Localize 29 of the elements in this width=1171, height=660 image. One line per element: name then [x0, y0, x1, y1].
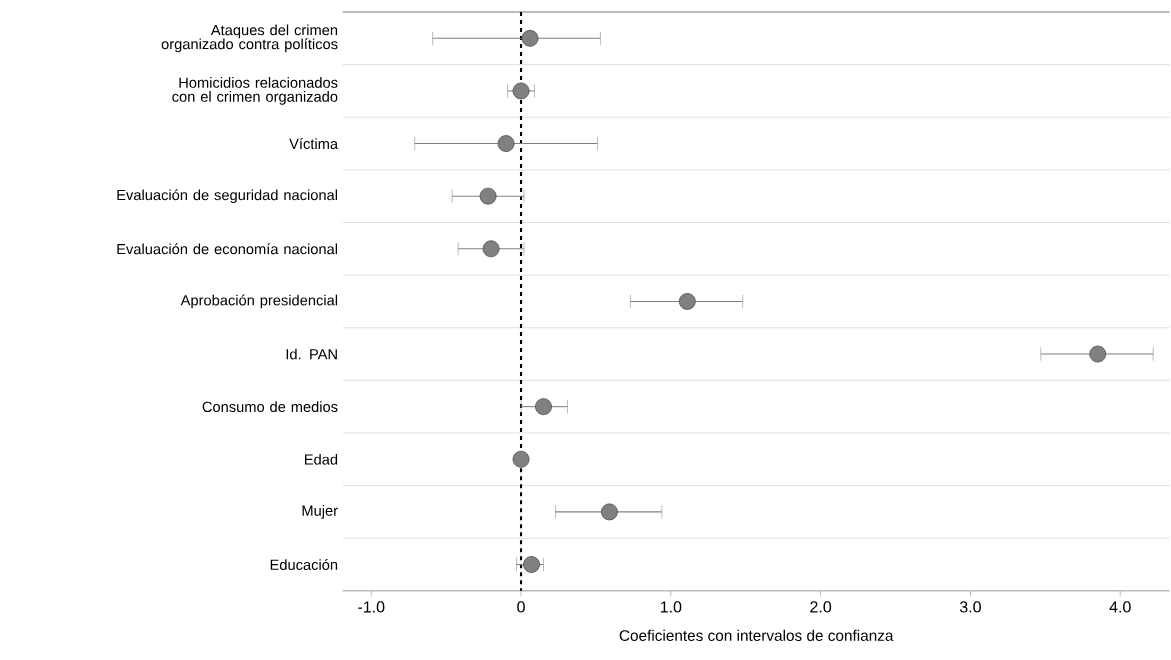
x-tick-label: 3.0 — [959, 601, 981, 613]
x-tick-label: 0 — [517, 601, 525, 613]
point — [512, 450, 530, 468]
point — [601, 503, 618, 521]
y-tick-label: Edad — [305, 453, 338, 465]
y-tick-label: Evaluación de seguridad nacional — [117, 189, 338, 204]
y-tick-label: Ataques del crimen organizado contra políticos — [161, 24, 338, 53]
y-tick-label: Id. PAN — [286, 348, 337, 360]
x-tick-label: -1.0 — [358, 601, 385, 613]
point — [497, 135, 515, 152]
point — [512, 82, 530, 100]
x-tick-label: 1.0 — [660, 601, 682, 613]
x-tick-label: 4.0 — [1109, 601, 1131, 613]
point — [521, 29, 539, 47]
x-tick-label: 2.0 — [810, 601, 832, 613]
x-axis-title: Coeficientes con intervalos de confianza — [619, 629, 894, 641]
point — [523, 556, 540, 573]
point — [535, 398, 552, 415]
point — [1089, 345, 1107, 363]
point — [678, 292, 696, 310]
y-tick-label: Mujer — [302, 504, 338, 519]
y-tick-label: Víctima — [289, 138, 339, 149]
y-tick-label: Evaluación de economía nacional — [117, 243, 338, 255]
point — [479, 187, 497, 205]
y-tick-label: Consumo de medios — [202, 401, 338, 412]
y-tick-label: Homicidios relacionados con el crimen organizado — [172, 77, 338, 105]
y-tick-label: Aprobación presidencial — [180, 294, 338, 309]
point — [482, 240, 500, 258]
y-tick-label: Educación — [270, 558, 338, 570]
